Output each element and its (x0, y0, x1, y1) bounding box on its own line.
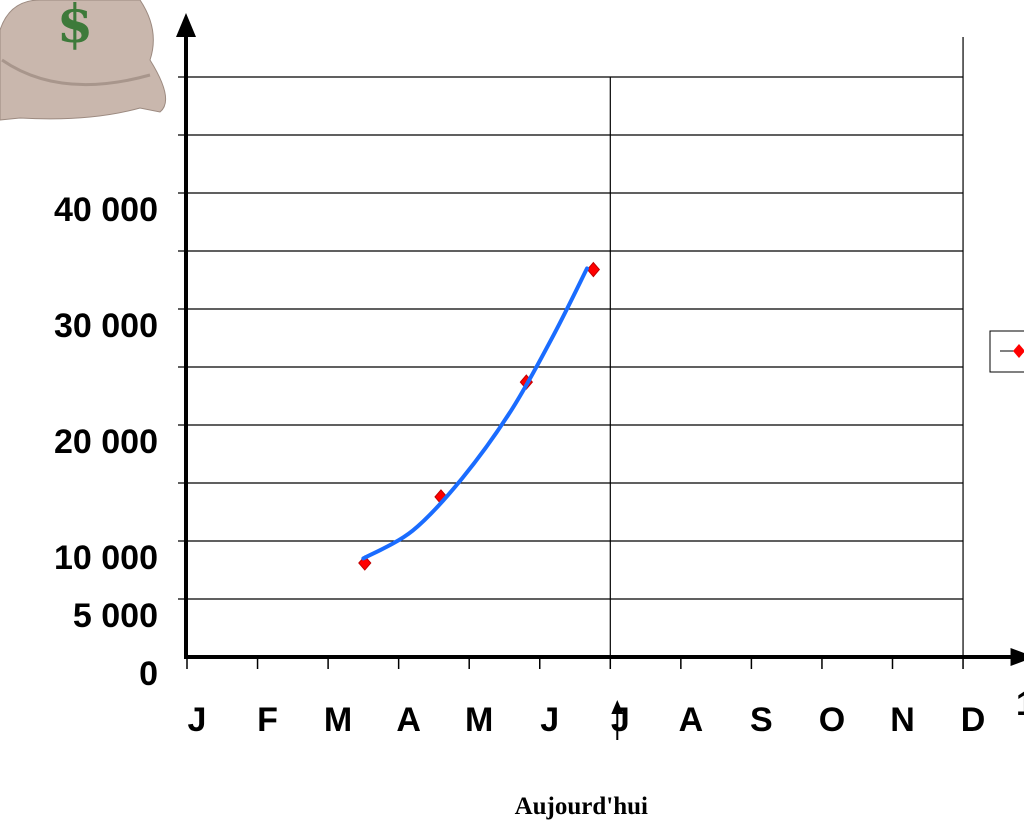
y-tick-label: 10 000 (54, 539, 158, 577)
x-tick-label: J (540, 701, 559, 739)
x-tick-label: J (611, 701, 630, 739)
x-tick-label: A (396, 701, 421, 739)
annotation: Aujourd'hui (515, 793, 648, 820)
x-tick-label: J (188, 701, 207, 739)
x-tick-label: M (324, 701, 352, 739)
x-tick-label: D (961, 701, 986, 739)
x-tick-label: A (679, 701, 704, 739)
x-tick-label: S (750, 701, 773, 739)
x-tick-label: F (257, 701, 278, 739)
money-bag: $ (0, 0, 166, 120)
y-axis-arrow (176, 13, 196, 37)
trend-line (363, 268, 587, 558)
bag-symbol: $ (57, 0, 93, 55)
y-tick-label: 5 000 (73, 597, 158, 635)
y-tick-label: 0 (139, 655, 158, 693)
x-tick-label: M (465, 701, 493, 739)
x-tick-label: N (890, 701, 915, 739)
data-point (587, 263, 599, 277)
y-tick-label: 40 000 (54, 191, 158, 229)
y-tick-label: 30 000 (54, 307, 158, 345)
chart: $ 0 5 000 10 000 20 000 30 000 40 000 J F M A M J J A… (0, 0, 1024, 833)
y-tick-label: 20 000 (54, 423, 158, 461)
corner-label: 1 (1016, 685, 1024, 723)
x-tick-label: O (819, 701, 845, 739)
x-axis-arrow (1011, 648, 1024, 666)
